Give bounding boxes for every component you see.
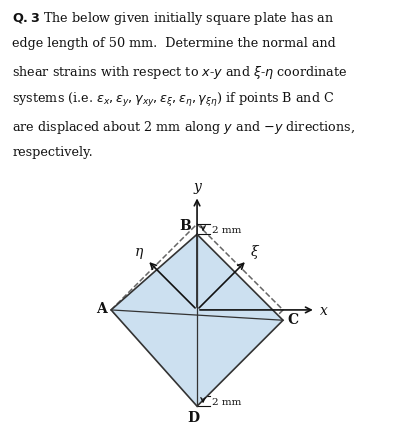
Text: respectively.: respectively.: [12, 145, 93, 159]
Text: x: x: [320, 303, 328, 317]
Text: 2 mm: 2 mm: [212, 397, 241, 406]
Text: systems (i.e. $\varepsilon_x,\varepsilon_y,\gamma_{xy},\varepsilon_\xi,\varepsil: systems (i.e. $\varepsilon_x,\varepsilon…: [12, 91, 335, 109]
Text: A: A: [96, 301, 107, 315]
Text: C: C: [287, 313, 298, 327]
Polygon shape: [111, 235, 283, 406]
Text: B: B: [179, 218, 191, 232]
Text: 2 mm: 2 mm: [212, 225, 241, 234]
Text: edge length of 50 mm.  Determine the normal and: edge length of 50 mm. Determine the norm…: [12, 37, 336, 50]
Text: D: D: [188, 410, 200, 424]
Text: η: η: [135, 245, 143, 259]
Text: shear strains with respect to $x$-$y$ and $\xi$-$\eta$ coordinate: shear strains with respect to $x$-$y$ an…: [12, 64, 348, 81]
Text: $\mathbf{Q.3}$ The below given initially square plate has an: $\mathbf{Q.3}$ The below given initially…: [12, 10, 335, 27]
Text: are displaced about 2 mm along $y$ and $-y$ directions,: are displaced about 2 mm along $y$ and $…: [12, 118, 355, 135]
Text: ξ: ξ: [250, 245, 258, 259]
Text: y: y: [193, 180, 201, 194]
